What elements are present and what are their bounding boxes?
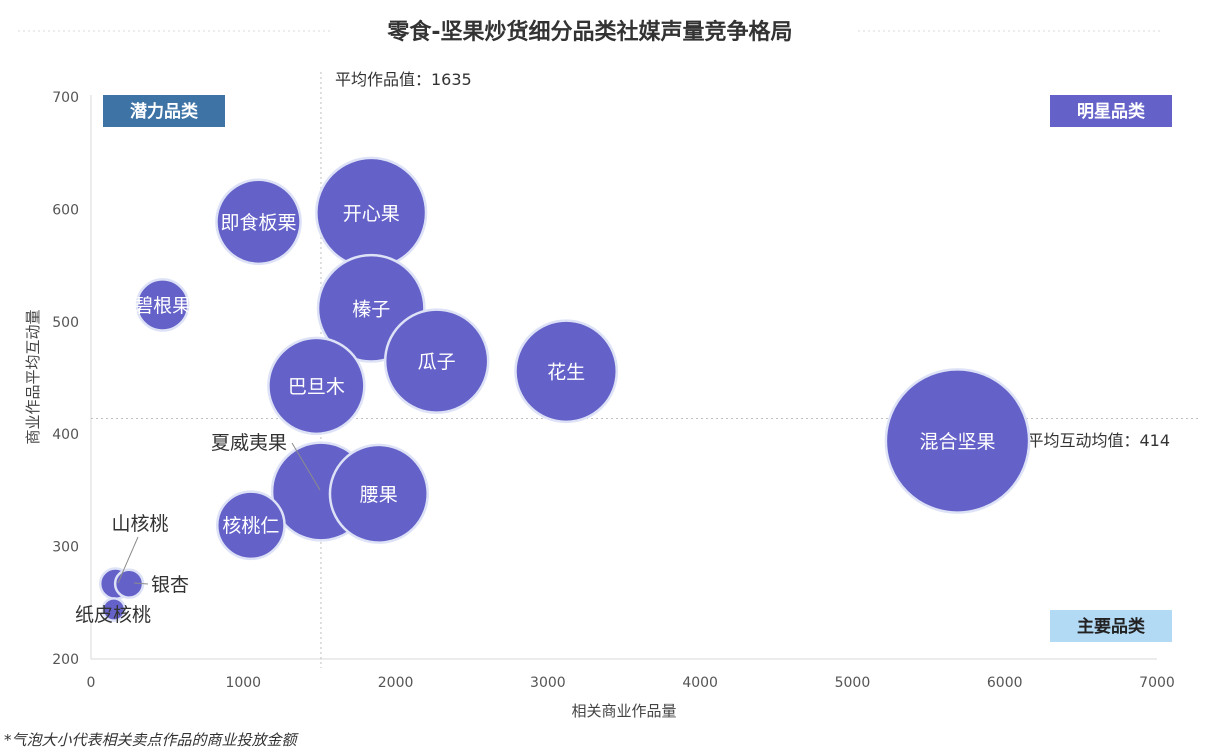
bubble-callout-label: 纸皮核桃 xyxy=(75,604,151,626)
bubble-label: 开心果 xyxy=(343,203,400,225)
quadrant-potential-label: 潜力品类 xyxy=(130,101,199,122)
y-axis-ticks: 200 300 400 500 600 700 xyxy=(52,90,79,668)
x-tick-label: 1000 xyxy=(225,675,261,691)
y-tick-label: 700 xyxy=(52,90,79,106)
bubble-point xyxy=(328,443,429,544)
bubble-point xyxy=(884,368,1031,514)
y-tick-label: 300 xyxy=(52,540,79,556)
bubble-point xyxy=(101,597,127,622)
bubble-label: 即食板栗 xyxy=(221,212,297,234)
bubble-label: 巴旦木 xyxy=(288,376,345,398)
x-tick-label: 2000 xyxy=(378,675,414,691)
bubble-label: 混合坚果 xyxy=(919,431,995,453)
quadrant-potential: 潜力品类 xyxy=(103,95,225,127)
bubble-series xyxy=(98,156,1031,622)
x-tick-label: 3000 xyxy=(530,675,566,691)
bubble-label: 花生 xyxy=(547,361,585,383)
bubble-point xyxy=(383,308,490,414)
bubble-callout-label: 夏威夷果 xyxy=(211,432,287,454)
bubble-callout-label: 山核桃 xyxy=(111,513,168,535)
bubble-label: 瓜子 xyxy=(418,351,456,373)
bubble-point xyxy=(514,319,619,424)
bubble-label: 腰果 xyxy=(360,484,398,506)
bubble-point xyxy=(267,336,366,436)
quadrant-potential-box xyxy=(103,95,225,127)
quadrant-main-label: 主要品类 xyxy=(1077,616,1146,637)
quadrant-star: 明星品类 xyxy=(1050,95,1172,127)
average-y-label: 平均互动均值：414 xyxy=(1027,431,1170,450)
bubble-point xyxy=(216,490,286,561)
x-tick-label: 0 xyxy=(87,675,96,691)
x-axis-ticks: 0 1000 2000 3000 4000 5000 6000 7000 xyxy=(87,675,1175,691)
callout-leader xyxy=(291,442,321,491)
bubble-point xyxy=(215,178,302,266)
bubble-label: 碧根果 xyxy=(134,295,191,317)
y-tick-label: 200 xyxy=(52,652,79,668)
y-tick-label: 500 xyxy=(52,315,79,331)
x-tick-label: 4000 xyxy=(682,675,718,691)
bubble-point xyxy=(135,278,190,332)
quadrant-main-box xyxy=(1050,610,1172,642)
y-axis-label: 商业作品平均互动量 xyxy=(24,309,42,444)
x-tick-label: 6000 xyxy=(987,675,1023,691)
bubble-label: 榛子 xyxy=(352,298,390,320)
quadrant-star-box xyxy=(1050,95,1172,127)
x-axis-label: 相关商业作品量 xyxy=(571,702,676,720)
x-tick-label: 5000 xyxy=(835,675,871,691)
footnote: *气泡大小代表相关卖点作品的商业投放金额 xyxy=(4,731,300,749)
chart-title: 零食-坚果炒货细分品类社媒声量竞争格局 xyxy=(386,19,792,45)
bubble-callout-label: 银杏 xyxy=(151,574,189,596)
quadrant-star-label: 明星品类 xyxy=(1077,101,1146,122)
callout-leader xyxy=(133,582,149,585)
y-tick-label: 400 xyxy=(52,427,79,443)
callout-leader xyxy=(117,536,139,584)
y-tick-label: 600 xyxy=(52,202,79,218)
average-x-label: 平均作品值：1635 xyxy=(335,70,472,89)
bubble-label: 核桃仁 xyxy=(222,515,279,537)
quadrant-main: 主要品类 xyxy=(1050,610,1172,642)
x-tick-label: 7000 xyxy=(1139,675,1175,691)
